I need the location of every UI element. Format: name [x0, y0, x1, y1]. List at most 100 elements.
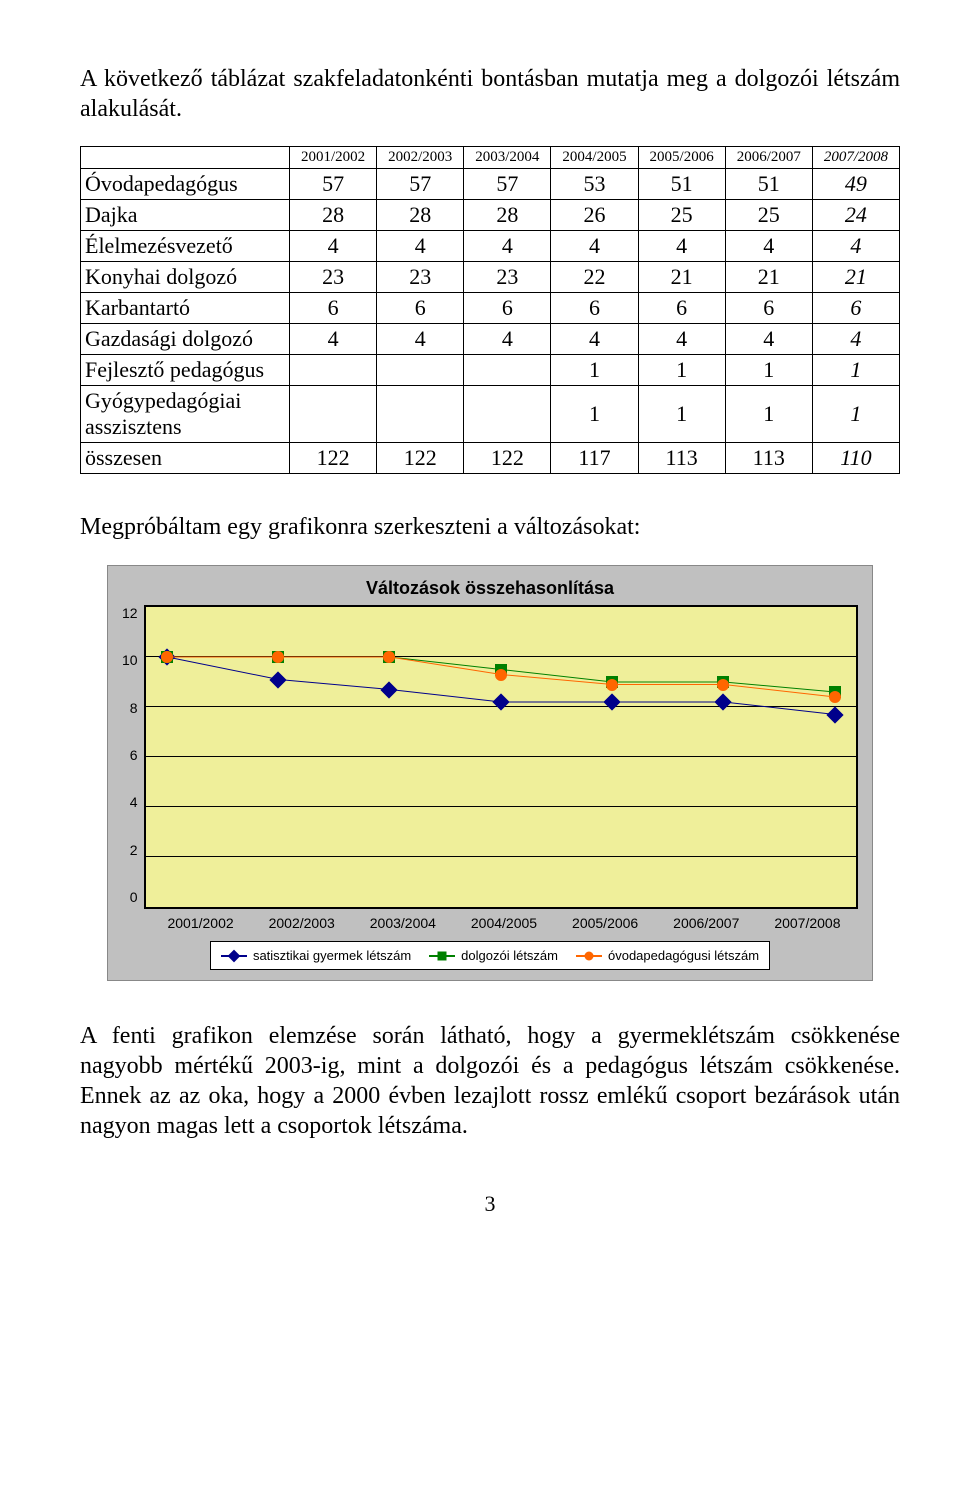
table-cell: 122 — [464, 443, 551, 474]
table-cell: 53 — [551, 169, 638, 200]
table-row: összesen122122122117113113110 — [81, 443, 900, 474]
table-cell: 28 — [464, 200, 551, 231]
table-cell — [290, 386, 377, 443]
intro-text: A következő táblázat szakfeladatonkénti … — [80, 64, 900, 124]
table-row-label: Konyhai dolgozó — [81, 262, 290, 293]
legend-item: satisztikai gyermek létszám — [221, 948, 411, 963]
table-cell: 4 — [725, 324, 812, 355]
chart-ytick: 8 — [130, 700, 138, 716]
table-corner — [81, 147, 290, 169]
chart-container: Változások összehasonlítása 12 10 8 6 4 2 0 20… — [107, 565, 873, 981]
table-row-label: Óvodapedagógus — [81, 169, 290, 200]
chart-marker — [383, 651, 395, 663]
table-cell: 1 — [638, 386, 725, 443]
chart-xaxis: 2001/20022002/20032003/20042004/20052005… — [150, 915, 858, 931]
legend-label: satisztikai gyermek létszám — [253, 948, 411, 963]
table-cell: 1 — [812, 355, 899, 386]
chart-xtick: 2001/2002 — [150, 915, 251, 931]
table-cell: 1 — [725, 355, 812, 386]
table-year-header: 2007/2008 — [812, 147, 899, 169]
table-cell: 23 — [377, 262, 464, 293]
table-cell: 21 — [812, 262, 899, 293]
table-cell: 117 — [551, 443, 638, 474]
table-year-header: 2006/2007 — [725, 147, 812, 169]
table-cell: 57 — [377, 169, 464, 200]
chart-ytick: 6 — [130, 747, 138, 763]
chart-title: Változások összehasonlítása — [122, 578, 858, 599]
table-cell: 26 — [551, 200, 638, 231]
chart-marker — [161, 651, 173, 663]
table-cell: 4 — [290, 324, 377, 355]
table-year-header: 2005/2006 — [638, 147, 725, 169]
table-cell: 6 — [638, 293, 725, 324]
table-row-label: Gyógypedagógiai asszisztens — [81, 386, 290, 443]
chart-ytick: 0 — [130, 889, 138, 905]
table-row-label: Dajka — [81, 200, 290, 231]
chart-plot-area — [144, 605, 858, 909]
chart-yaxis: 12 10 8 6 4 2 0 — [122, 605, 144, 905]
table-year-header: 2002/2003 — [377, 147, 464, 169]
table-cell: 24 — [812, 200, 899, 231]
table-cell: 23 — [290, 262, 377, 293]
table-cell: 6 — [377, 293, 464, 324]
chart-xtick: 2005/2006 — [555, 915, 656, 931]
table-row-label: összesen — [81, 443, 290, 474]
table-cell: 6 — [464, 293, 551, 324]
table-row: Élelmezésvezető4444444 — [81, 231, 900, 262]
table-cell: 49 — [812, 169, 899, 200]
table-cell: 110 — [812, 443, 899, 474]
table-cell: 1 — [638, 355, 725, 386]
table-cell: 57 — [290, 169, 377, 200]
chart-ytick: 10 — [122, 652, 138, 668]
legend-swatch — [221, 955, 247, 957]
chart-xtick: 2004/2005 — [453, 915, 554, 931]
chart-ytick: 4 — [130, 794, 138, 810]
legend-swatch — [576, 955, 602, 957]
table-row-label: Karbantartó — [81, 293, 290, 324]
table-cell: 4 — [638, 231, 725, 262]
table-year-header: 2004/2005 — [551, 147, 638, 169]
mid-text: Megpróbáltam egy grafikonra szerkeszteni… — [80, 514, 900, 541]
chart-ytick: 12 — [122, 605, 138, 621]
legend-label: dolgozói létszám — [461, 948, 558, 963]
staff-table: 2001/20022002/20032003/20042004/20052005… — [80, 146, 900, 474]
table-cell: 23 — [464, 262, 551, 293]
table-cell: 122 — [290, 443, 377, 474]
page-number: 3 — [80, 1191, 900, 1217]
chart-marker — [272, 651, 284, 663]
table-cell: 4 — [464, 324, 551, 355]
table-cell: 57 — [464, 169, 551, 200]
chart-legend: satisztikai gyermek létszám dolgozói léts… — [210, 941, 770, 970]
table-cell: 21 — [638, 262, 725, 293]
legend-item: óvodapedagógusi létszám — [576, 948, 759, 963]
table-cell: 4 — [812, 231, 899, 262]
table-cell: 6 — [812, 293, 899, 324]
table-cell: 4 — [377, 324, 464, 355]
chart-xtick: 2003/2004 — [352, 915, 453, 931]
legend-label: óvodapedagógusi létszám — [608, 948, 759, 963]
chart-ytick: 2 — [130, 842, 138, 858]
table-cell: 4 — [812, 324, 899, 355]
table-cell: 1 — [812, 386, 899, 443]
table-cell — [377, 355, 464, 386]
table-cell: 25 — [725, 200, 812, 231]
table-cell: 21 — [725, 262, 812, 293]
chart-marker — [717, 679, 729, 691]
table-cell: 4 — [551, 231, 638, 262]
table-row: Fejlesztő pedagógus1111 — [81, 355, 900, 386]
table-cell: 122 — [377, 443, 464, 474]
table-cell: 25 — [638, 200, 725, 231]
table-cell: 28 — [290, 200, 377, 231]
table-cell: 1 — [725, 386, 812, 443]
table-cell: 4 — [290, 231, 377, 262]
chart-xtick: 2002/2003 — [251, 915, 352, 931]
table-cell: 4 — [464, 231, 551, 262]
table-year-header: 2003/2004 — [464, 147, 551, 169]
legend-item: dolgozói létszám — [429, 948, 558, 963]
table-row: Gazdasági dolgozó4444444 — [81, 324, 900, 355]
legend-swatch — [429, 955, 455, 957]
table-cell: 4 — [725, 231, 812, 262]
table-year-header: 2001/2002 — [290, 147, 377, 169]
table-cell — [377, 386, 464, 443]
table-cell: 4 — [377, 231, 464, 262]
